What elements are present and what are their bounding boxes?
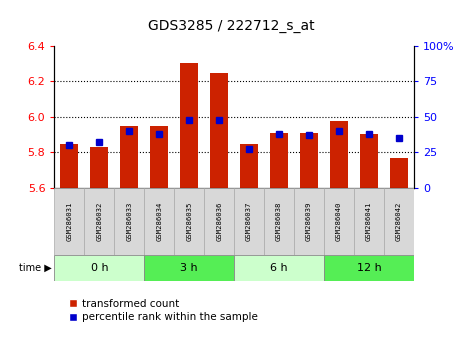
Bar — [294, 188, 324, 255]
Bar — [324, 188, 354, 255]
Text: GSM286033: GSM286033 — [126, 201, 132, 241]
Bar — [270, 133, 288, 188]
Text: 12 h: 12 h — [357, 263, 381, 273]
Legend: transformed count, percentile rank within the sample: transformed count, percentile rank withi… — [69, 299, 257, 322]
Text: GSM286032: GSM286032 — [96, 201, 102, 241]
Text: time ▶: time ▶ — [19, 263, 52, 273]
Text: GSM286034: GSM286034 — [156, 201, 162, 241]
Bar — [144, 188, 174, 255]
Text: GSM286031: GSM286031 — [66, 201, 72, 241]
Bar — [330, 121, 348, 188]
Bar — [120, 126, 138, 188]
Bar — [360, 134, 378, 188]
Text: GSM286036: GSM286036 — [216, 201, 222, 241]
Bar — [390, 158, 408, 188]
Bar — [54, 255, 144, 281]
Bar — [61, 144, 79, 188]
Bar — [150, 126, 168, 188]
Text: GDS3285 / 222712_s_at: GDS3285 / 222712_s_at — [149, 19, 315, 34]
Bar — [114, 188, 144, 255]
Text: GSM286038: GSM286038 — [276, 201, 282, 241]
Bar — [90, 147, 108, 188]
Bar — [174, 188, 204, 255]
Bar — [210, 74, 228, 188]
Bar — [144, 255, 234, 281]
Bar — [384, 188, 414, 255]
Bar — [324, 255, 414, 281]
Text: GSM286041: GSM286041 — [366, 201, 372, 241]
Bar — [204, 188, 234, 255]
Text: GSM286037: GSM286037 — [246, 201, 252, 241]
Bar — [354, 188, 384, 255]
Text: GSM286035: GSM286035 — [186, 201, 192, 241]
Text: 3 h: 3 h — [180, 263, 198, 273]
Text: GSM286040: GSM286040 — [336, 201, 342, 241]
Bar — [84, 188, 114, 255]
Bar — [234, 188, 264, 255]
Bar — [180, 63, 198, 188]
Bar — [234, 255, 324, 281]
Bar — [300, 133, 318, 188]
Text: GSM286042: GSM286042 — [396, 201, 402, 241]
Bar — [54, 188, 84, 255]
Bar — [264, 188, 294, 255]
Text: 6 h: 6 h — [270, 263, 288, 273]
Bar — [240, 144, 258, 188]
Text: 0 h: 0 h — [90, 263, 108, 273]
Text: GSM286039: GSM286039 — [306, 201, 312, 241]
